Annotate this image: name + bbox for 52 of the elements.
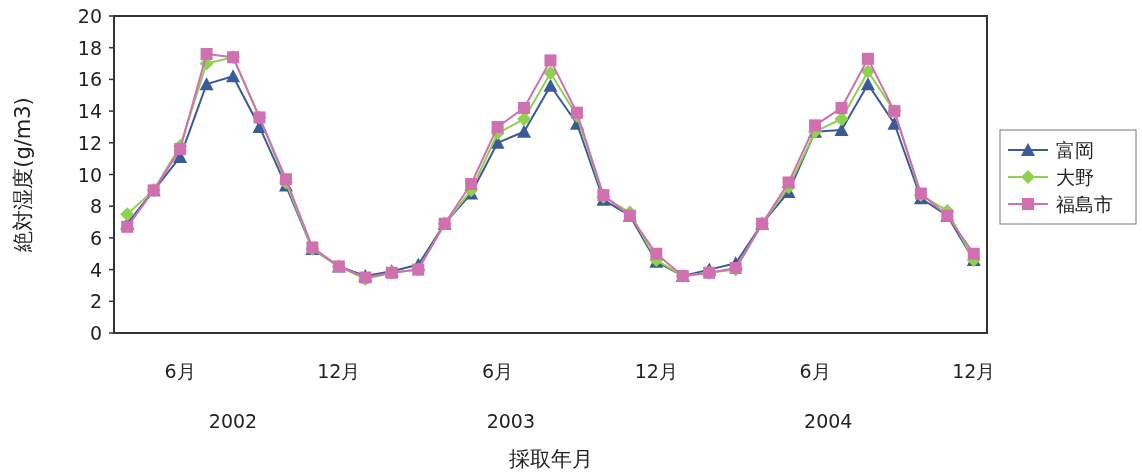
legend-label: 福島市	[1056, 193, 1113, 215]
point	[199, 77, 214, 91]
point	[121, 220, 134, 233]
text: 2003	[486, 410, 535, 432]
point	[226, 69, 241, 83]
point	[543, 78, 558, 92]
point	[200, 48, 213, 61]
y-tick-label: 0	[89, 322, 102, 344]
text: 2002	[208, 410, 258, 432]
y-tick-label: 14	[77, 100, 102, 123]
point	[860, 64, 875, 79]
x-tick-label: 6月	[482, 360, 514, 382]
point	[967, 247, 980, 260]
point	[860, 77, 875, 91]
y-tick-label: 2	[89, 290, 102, 313]
y-tick-label: 10	[77, 163, 102, 186]
point	[491, 120, 504, 133]
point	[518, 101, 531, 114]
y-tick-label: 20	[77, 5, 102, 27]
point	[465, 178, 478, 191]
point	[120, 207, 135, 222]
point	[782, 176, 795, 189]
point	[570, 106, 583, 119]
point	[835, 101, 848, 114]
point	[887, 116, 902, 130]
y-tick-label: 8	[89, 195, 102, 218]
y-axis-title: 絶対湿度(g/m3)	[11, 97, 35, 253]
point	[834, 112, 849, 127]
y-tick-label: 12	[77, 131, 102, 154]
point	[544, 54, 557, 67]
x-tick-label: 12月	[317, 360, 361, 382]
point	[650, 247, 663, 260]
point	[174, 143, 187, 156]
y-tick-label: 6	[89, 226, 102, 249]
point	[517, 124, 532, 138]
y-tick-label: 16	[77, 68, 102, 91]
point	[809, 119, 822, 132]
point	[834, 123, 849, 137]
point	[543, 66, 558, 81]
x-tick-label: 12月	[952, 360, 996, 382]
point	[279, 173, 292, 186]
point	[517, 112, 532, 127]
text: 2004	[804, 410, 853, 432]
y-tick-label: 4	[89, 258, 102, 281]
legend-label: 大野	[1056, 166, 1094, 188]
x-tick-label: 6月	[164, 360, 196, 382]
x-tick-label: 12月	[634, 360, 678, 382]
x-axis-title: 採取年月	[508, 447, 593, 471]
y-tick-label: 18	[77, 36, 102, 59]
legend-label: 富岡	[1056, 139, 1094, 161]
x-tick-label: 6月	[799, 360, 831, 382]
point	[861, 52, 874, 65]
